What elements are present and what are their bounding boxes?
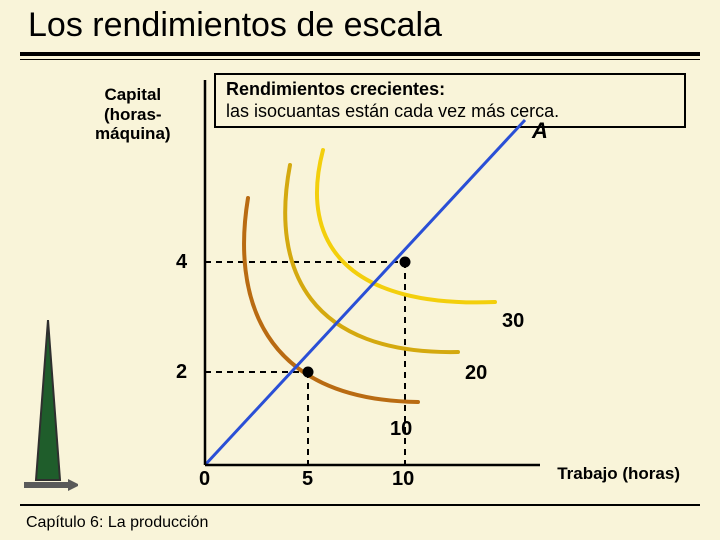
- ytick-2: 2: [176, 361, 187, 384]
- xtick-0: 0: [199, 468, 210, 491]
- iso-label-10: 10: [390, 418, 412, 441]
- footer-text: Capítulo 6: La producción: [26, 514, 208, 532]
- line-a-label: A: [532, 118, 548, 144]
- xtick-5: 5: [302, 468, 313, 491]
- chart-svg: [0, 0, 720, 540]
- footer-rule: [20, 504, 700, 506]
- iso-label-30: 30: [502, 310, 524, 333]
- xtick-10: 10: [392, 468, 414, 491]
- ytick-4: 4: [176, 251, 187, 274]
- decorative-triangle: [18, 320, 78, 500]
- iso-label-20: 20: [465, 362, 487, 385]
